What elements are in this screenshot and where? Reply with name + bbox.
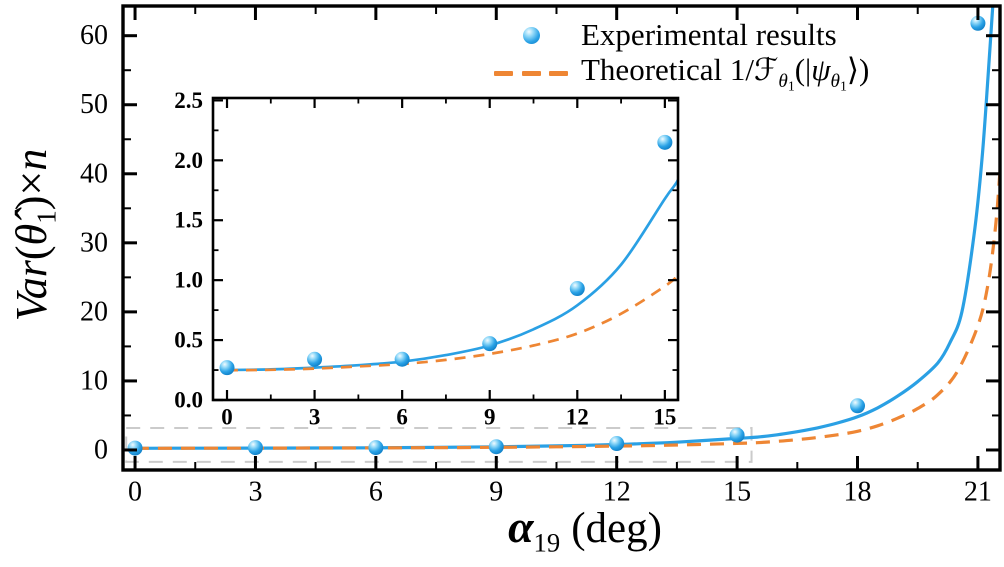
y-axis-label: Var(θ̂1)×n xyxy=(7,148,62,322)
inset-axes: 0 3 6 9 12 15 0.0 0.5 1.0 1.5 2.0 2.5 xyxy=(174,88,680,430)
inset-y-tick-label: 0.0 xyxy=(174,388,203,413)
data-point-marker xyxy=(247,440,263,456)
experimental-marker-icon xyxy=(494,26,568,44)
data-point-marker xyxy=(482,336,498,352)
main-y-tick-label: 30 xyxy=(80,227,108,258)
data-point-marker xyxy=(219,360,235,376)
main-x-tick-label: 21 xyxy=(964,477,992,508)
main-y-tick-label: 10 xyxy=(80,365,108,396)
data-point-marker xyxy=(569,281,585,297)
data-point-marker xyxy=(307,351,323,367)
inset-y-tick-label: 0.5 xyxy=(174,328,203,353)
inset-y-tick-label: 1.5 xyxy=(174,208,203,233)
inset-plot-area xyxy=(219,134,678,376)
data-point-marker xyxy=(394,351,410,367)
legend-item-experimental: Experimental results xyxy=(494,16,869,54)
psi-symbol: ψ xyxy=(811,51,831,87)
data-point-marker xyxy=(970,15,986,31)
sphere-marker-icon xyxy=(522,26,540,44)
theoretical-line-inset xyxy=(226,272,678,372)
main-x-tick-label: 18 xyxy=(844,477,872,508)
theoretical-line-main xyxy=(134,145,1000,450)
main-x-tick-label: 15 xyxy=(723,477,751,508)
data-point-marker xyxy=(609,436,625,452)
inset-x-tick-label: 6 xyxy=(396,405,408,430)
experimental-fit-line-inset xyxy=(225,177,678,372)
inset-x-tick-label: 9 xyxy=(484,405,496,430)
inset-x-tick-label: 12 xyxy=(566,405,589,430)
inset-y-tick-label: 2.5 xyxy=(174,88,203,113)
theoretical-dash-icon xyxy=(494,70,568,76)
data-point-marker xyxy=(729,427,745,443)
inset-x-tick-label: 3 xyxy=(309,405,321,430)
main-x-tick-label: 0 xyxy=(128,477,142,508)
inset-x-tick-label: 15 xyxy=(653,405,676,430)
main-frame xyxy=(121,4,1002,472)
alpha-symbol: α xyxy=(508,501,534,552)
main-x-tick-label: 6 xyxy=(369,477,383,508)
legend-label-experimental: Experimental results xyxy=(581,17,837,52)
legend-item-theoretical: Theoretical 1/ℱθ1(|ψθ1⟩) xyxy=(494,51,870,94)
data-point-marker xyxy=(368,440,384,456)
data-point-marker xyxy=(850,398,866,414)
main-plot-area xyxy=(125,6,1000,463)
main-y-tick-label: 60 xyxy=(80,20,108,51)
main-y-tick-label: 50 xyxy=(80,89,108,120)
x-axis-label: α19 (deg) xyxy=(508,501,662,558)
main-y-tick-label: 20 xyxy=(80,296,108,327)
zoom-region-box xyxy=(125,427,753,463)
data-point-marker xyxy=(657,134,673,150)
data-point-marker xyxy=(127,440,143,456)
inset-x-tick-label: 0 xyxy=(221,405,233,430)
inset-y-tick-label: 1.0 xyxy=(174,268,203,293)
main-x-tick-label: 12 xyxy=(603,477,631,508)
main-x-tick-label: 9 xyxy=(489,477,503,508)
theta-hat-symbol: θ̂ xyxy=(7,223,56,246)
inset-background xyxy=(213,98,678,400)
main-x-tick-label: 3 xyxy=(248,477,262,508)
script-f-symbol: ℱ xyxy=(754,51,779,88)
legend-label-theoretical: Theoretical 1/ℱθ1(|ψθ1⟩) xyxy=(581,51,870,94)
main-y-tick-label: 40 xyxy=(80,158,108,189)
main-y-tick-label: 0 xyxy=(94,434,108,465)
inset-y-tick-label: 2.0 xyxy=(174,148,203,173)
legend: Experimental results Theoretical 1/ℱθ1(|… xyxy=(494,16,870,94)
data-point-marker xyxy=(488,439,504,455)
